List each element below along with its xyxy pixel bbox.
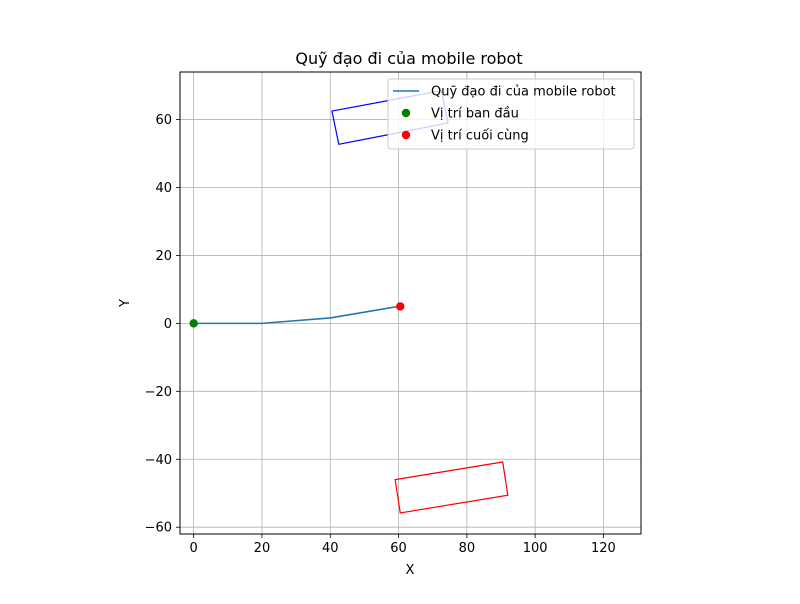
obstacle-shapes (331, 89, 509, 514)
marker-layer (189, 302, 405, 328)
y-tick-label: 40 (155, 181, 172, 196)
legend: Quỹ đạo đi của mobile robot Vị trí ban đầ… (387, 78, 635, 150)
legend-label: Vị trí cuối cùng (431, 129, 529, 144)
position-marker (396, 302, 405, 311)
plot-frame (179, 71, 642, 535)
y-tick-label: −60 (145, 521, 172, 536)
position-marker (189, 319, 198, 328)
legend-box (387, 78, 635, 150)
y-tick-label: −40 (145, 453, 172, 468)
y-tick-label: 60 (155, 113, 172, 128)
legend-label: Quỹ đạo đi của mobile robot (431, 85, 616, 100)
series-layer (193, 305, 399, 325)
x-tick-label: 0 (190, 541, 198, 556)
legend-marker-swatch (401, 108, 411, 118)
x-tick-label: 20 (254, 541, 271, 556)
y-tick-label: −20 (145, 385, 172, 400)
x-axis-ticks: 0 20 40 60 80 100 120 (190, 534, 616, 556)
x-tick-label: 60 (390, 541, 407, 556)
x-tick-label: 80 (459, 541, 476, 556)
x-axis-label: X (406, 563, 415, 578)
y-axis-label: Y (118, 299, 133, 308)
trajectory-line (193, 305, 399, 325)
legend-label: Vị trí ban đầu (431, 107, 519, 122)
x-tick-label: 40 (322, 541, 339, 556)
y-tick-label: 20 (155, 249, 172, 264)
chart-title: Quỹ đạo đi của mobile robot (295, 49, 522, 68)
y-axis-ticks: −60 −40 −20 0 20 40 60 (145, 113, 180, 536)
legend-marker-swatch (401, 130, 411, 140)
x-tick-label: 120 (591, 541, 616, 556)
rectangle-outline (394, 461, 509, 514)
y-tick-label: 0 (164, 317, 172, 332)
x-tick-label: 100 (523, 541, 548, 556)
